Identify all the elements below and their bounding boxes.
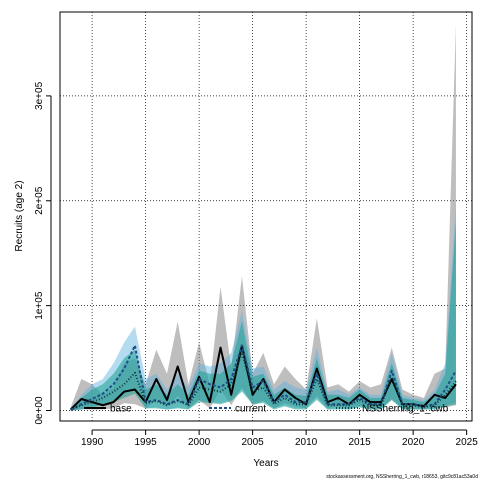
y-axis-label: Recruits (age 2) <box>14 180 25 251</box>
line-current <box>70 344 457 411</box>
x-tick-label: 2025 <box>456 437 479 448</box>
y-axis: 0e+00 1e+05 2e+05 3e+05 <box>34 81 52 425</box>
plot-frame <box>59 11 473 422</box>
x-tick-label: 2010 <box>295 437 318 448</box>
footnote: stockassessment.org, NSSherring_1_cwb, r… <box>326 474 478 480</box>
x-tick-label: 1990 <box>81 437 104 448</box>
legend-label-base: base <box>110 404 132 415</box>
x-tick-label: 2015 <box>349 437 372 448</box>
y-tick-label: 3e+05 <box>34 81 45 110</box>
y-tick-label: 2e+05 <box>34 186 45 215</box>
x-axis: 1990 1995 2000 2005 2010 2015 2020 2025 <box>81 429 479 448</box>
line-NSSherring_1_cwb <box>70 351 457 411</box>
x-tick-label: 2005 <box>241 437 264 448</box>
series-lines <box>70 344 457 411</box>
y-tick-label: 0e+00 <box>34 396 45 425</box>
x-tick-label: 2000 <box>188 437 211 448</box>
x-axis-label: Years <box>253 458 278 469</box>
x-tick-label: 1995 <box>134 437 157 448</box>
x-tick-label: 2020 <box>402 437 425 448</box>
legend-label-current: current <box>235 404 266 415</box>
y-tick-label: 1e+05 <box>34 291 45 320</box>
legend: base current NSSherring_1_cwb <box>84 404 449 415</box>
grid-lines <box>60 12 472 421</box>
band-NSSherring_1_cwb <box>70 221 456 411</box>
confidence-bands <box>70 24 456 411</box>
legend-label-NSSherring_1_cwb: NSSherring_1_cwb <box>362 404 449 415</box>
